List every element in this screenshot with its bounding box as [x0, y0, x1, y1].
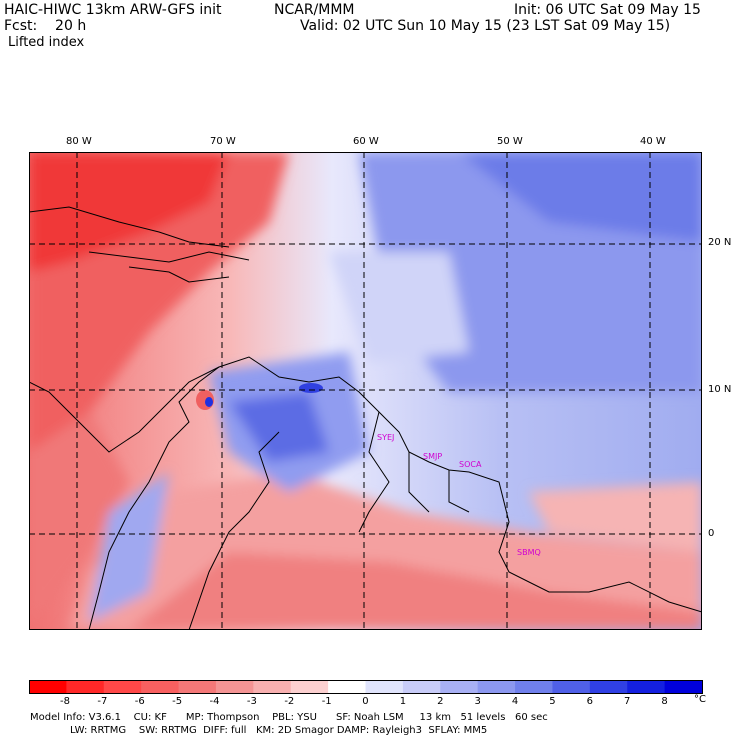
colorbar-cell [440, 680, 479, 694]
colorbar-cell [66, 680, 105, 694]
colorbar-tick-label: 8 [661, 696, 668, 707]
lat-label-20n: 20 N [708, 237, 732, 248]
colorbar-tick-label: -4 [209, 696, 220, 707]
colorbar-tick-label: 3 [474, 696, 481, 707]
colorbar-cell [664, 680, 703, 694]
colorbar-cell [215, 680, 254, 694]
colorbar-tick-label: 5 [549, 696, 556, 707]
colorbar-cell [515, 680, 553, 694]
colorbar-cell [627, 680, 666, 694]
colorbar-tick-label: 0 [362, 696, 369, 707]
colorbar-unit: °C [694, 694, 706, 705]
lat-label-10n: 10 N [708, 384, 732, 395]
station-label: SMJP [423, 452, 442, 461]
colorbar-tick-label: -6 [134, 696, 145, 707]
model-info-line2: LW: RRTMG SW: RRTMG DIFF: full KM: 2D Sm… [70, 725, 488, 736]
colorbar-cell [178, 680, 217, 694]
colorbar-cell [477, 680, 516, 694]
colorbar-tick-label: -7 [97, 696, 108, 707]
colorbar-cell [103, 680, 142, 694]
colorbar-cell [328, 680, 366, 694]
forecast-hour: Fcst: 20 h [4, 18, 87, 34]
colorbar-tick-label: 7 [624, 696, 631, 707]
valid-time: Valid: 02 UTC Sun 10 May 15 (23 LST Sat … [300, 18, 671, 34]
coastlines [29, 206, 702, 630]
lon-label-50w: 50 W [497, 136, 523, 147]
colorbar-cell [589, 680, 628, 694]
map-frame [29, 152, 702, 630]
colorbar-tick-label: -5 [172, 696, 183, 707]
colorbar-cell [552, 680, 591, 694]
lon-label-40w: 40 W [640, 136, 666, 147]
colorbar-cell [253, 680, 292, 694]
model-info-line1: Model Info: V3.6.1 CU: KF MP: Thompson P… [30, 712, 548, 723]
station-label: SYEJ [377, 433, 394, 442]
stable-spot [205, 397, 213, 407]
field-shading [29, 152, 702, 630]
colorbar-tick-label: 6 [586, 696, 593, 707]
colorbar-tick-label: 1 [399, 696, 407, 707]
colorbar-tick-label: -8 [59, 696, 70, 707]
station-label: SOCA [459, 460, 482, 469]
colorbar-tick-label: -2 [284, 696, 295, 707]
colorbar [29, 680, 703, 694]
lon-label-60w: 60 W [353, 136, 379, 147]
lifted-index-map: SYEJ SMJP SOCA SBMQ [29, 152, 702, 630]
lon-label-80w: 80 W [66, 136, 92, 147]
center-name: NCAR/MMM [274, 2, 355, 18]
colorbar-cell [290, 680, 329, 694]
field-name: Lifted index [8, 35, 85, 50]
station-label: SBMQ [517, 548, 541, 557]
model-title: HAIC-HIWC 13km ARW-GFS init [4, 2, 222, 18]
lat-label-0: 0 [708, 528, 715, 539]
stable-spot [299, 383, 323, 393]
colorbar-tick-label: 4 [511, 696, 519, 707]
colorbar-tick-label: -3 [246, 696, 257, 707]
lat-lon-grid [29, 152, 702, 630]
init-time: Init: 06 UTC Sat 09 May 15 [514, 2, 701, 18]
lon-label-70w: 70 W [210, 136, 236, 147]
colorbar-cell [365, 680, 404, 694]
colorbar-cell [402, 680, 441, 694]
colorbar-tick-label: -1 [321, 696, 332, 707]
colorbar-cell [29, 680, 67, 694]
colorbar-cell [141, 680, 180, 694]
colorbar-tick-label: 2 [437, 696, 444, 707]
